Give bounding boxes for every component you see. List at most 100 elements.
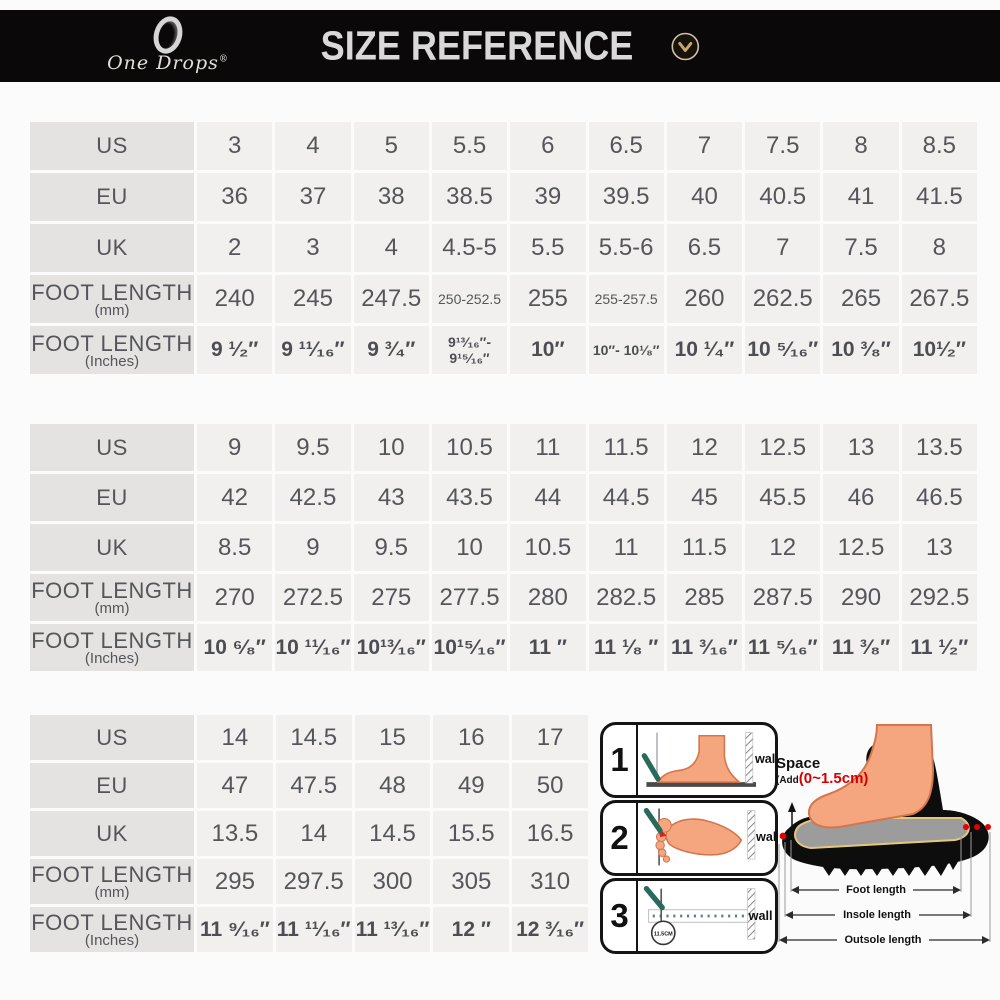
size-cell: 11 ³⁄₈″ — [823, 624, 899, 671]
measure-circle — [650, 920, 676, 946]
size-cell: 12.5 — [823, 524, 899, 571]
size-cell: 10″- 10¹⁄₈″ — [588, 326, 664, 374]
toe-marker-dot — [779, 832, 787, 840]
wall-hatch — [747, 888, 756, 940]
size-cell: 38 — [353, 173, 429, 221]
size-cell: 48 — [354, 763, 431, 808]
shoe-tread — [821, 860, 959, 876]
outsole-length-label: Outsole length — [845, 934, 922, 946]
size-cell: 4 — [353, 224, 429, 272]
size-cell: 43.5 — [431, 474, 508, 521]
logo-ring-icon — [149, 12, 187, 58]
size-cell: 10¹⁵⁄₁₆″ — [431, 624, 508, 671]
size-cell: 45.5 — [745, 474, 821, 521]
row-header-foot-length: FOOT LENGTH (Inches) — [30, 907, 194, 952]
space-add-prefix: (Add — [776, 775, 799, 787]
size-cell: 260 — [666, 275, 743, 323]
size-cell: 10 ⁵⁄₁₆″ — [745, 326, 821, 374]
size-cell: 44.5 — [588, 474, 664, 521]
size-cell: 17 — [512, 715, 588, 760]
size-cell: 270 — [197, 574, 273, 621]
row-header-us: US — [30, 715, 194, 760]
size-table-3-to-8-5: US 3 4 5 5.5 6 6.5 7 7.5 8 8.5 EU 36 37 38 38.5 39 39.5 40… — [30, 122, 977, 374]
size-cell: 8 — [823, 122, 899, 170]
step-number: 3 — [603, 881, 638, 951]
insole-length-measure: Insole length — [785, 907, 971, 921]
size-cell: 5.5 — [510, 224, 586, 272]
size-cell: 6.5 — [666, 224, 743, 272]
size-cell: 16.5 — [512, 811, 588, 856]
row-header-uk: UK — [30, 524, 194, 571]
row-header-eu: EU — [30, 763, 194, 808]
row-header-eu: EU — [30, 474, 194, 521]
size-cell: 277.5 — [431, 574, 508, 621]
size-cell: 297.5 — [275, 859, 352, 904]
size-cell: 10.5 — [431, 424, 508, 471]
size-cell: 12 — [745, 524, 821, 571]
wall-hatch — [747, 810, 756, 860]
size-cell: 287.5 — [745, 574, 821, 621]
size-cell: 7.5 — [745, 122, 821, 170]
size-cell: 10 ¹¹⁄₁₆″ — [275, 624, 351, 671]
size-cell: 47 — [197, 763, 273, 808]
foot-in-shoe-shape — [807, 724, 935, 829]
registered-mark: ® — [218, 54, 229, 65]
size-cell: 10 — [431, 524, 508, 571]
size-cell: 10¹⁄₂″ — [901, 326, 977, 374]
size-cell: 15 — [354, 715, 431, 760]
size-cell: 11 ¹⁄₈ ″ — [588, 624, 664, 671]
shoe-length-diagram: Foot length Insole length Outsole length — [775, 710, 1000, 960]
row-header-foot-length: FOOT LENGTH (mm) — [30, 574, 194, 621]
pencil-icon — [643, 807, 663, 834]
pencil-icon — [641, 753, 661, 782]
size-cell: 272.5 — [275, 574, 351, 621]
size-cell: 11 ⁵⁄₁₆″ — [745, 624, 821, 671]
size-cell: 240 — [197, 275, 273, 323]
wall-label: wall — [748, 909, 773, 923]
size-cell: 5 — [353, 122, 429, 170]
measure-step-1: 1 wall — [600, 722, 778, 798]
row-header-us: US — [30, 122, 194, 170]
size-cell: 255 — [510, 275, 586, 323]
size-table-14-to-17: US 14 14.5 15 16 17 EU 47 47.5 48 49 50 UK 13.5 14 14.5… — [30, 715, 588, 952]
size-cell: 46.5 — [901, 474, 977, 521]
size-cell: 8.5 — [197, 524, 273, 571]
size-cell: 285 — [666, 574, 743, 621]
size-cell: 11.5 — [588, 424, 664, 471]
heel-marker-dot — [963, 824, 969, 830]
size-cell: 49 — [433, 763, 510, 808]
step-number: 2 — [603, 803, 638, 873]
size-cell: 12 ³⁄₁₆″ — [512, 907, 588, 952]
size-cell: 11 — [588, 524, 664, 571]
size-cell: 310 — [512, 859, 588, 904]
size-cell: 11 ¹⁄₂″ — [901, 624, 977, 671]
size-cell: 40 — [666, 173, 743, 221]
size-cell: 12 ″ — [433, 907, 510, 952]
size-cell: 4 — [275, 122, 351, 170]
row-header-uk: UK — [30, 811, 194, 856]
size-cell: 6 — [510, 122, 586, 170]
size-cell: 14 — [275, 811, 352, 856]
size-cell: 10.5 — [510, 524, 586, 571]
size-cell: 14 — [197, 715, 273, 760]
space-annotation: Space (Add(0~1.5cm) — [776, 756, 868, 788]
brand-name: One Drops® — [107, 52, 229, 74]
size-cell: 39.5 — [588, 173, 664, 221]
brand-logo: One Drops® — [88, 12, 248, 74]
space-add-value: (0~1.5cm) — [798, 770, 869, 788]
size-cell: 9.5 — [353, 524, 429, 571]
foot-length-measure: Foot length — [791, 882, 961, 896]
size-cell: 267.5 — [901, 275, 977, 323]
size-cell: 10 ⁶⁄₈″ — [197, 624, 273, 671]
size-cell: 7 — [666, 122, 743, 170]
outsole-length-measure: Outsole length — [779, 932, 990, 946]
size-cell: 7.5 — [823, 224, 899, 272]
size-cell: 6.5 — [588, 122, 664, 170]
wall-hatch — [745, 732, 754, 784]
wall-label: wall — [755, 830, 775, 844]
size-cell: 10 — [353, 424, 429, 471]
chevron-down-icon[interactable] — [671, 31, 701, 61]
size-cell: 2 — [197, 224, 273, 272]
measure-step-2: 2 wall — [600, 800, 778, 876]
size-cell: 9 — [275, 524, 351, 571]
